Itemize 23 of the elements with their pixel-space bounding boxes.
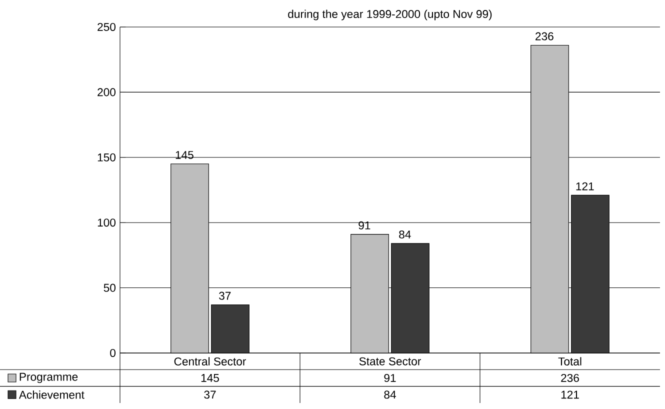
y-tick-label: 0 (110, 348, 116, 357)
y-tick-label: 100 (98, 218, 116, 227)
data-label: 121 (561, 390, 579, 399)
x-tick-label: State Sector (359, 357, 421, 366)
text: 121 (576, 182, 594, 190)
text: 91 (358, 221, 370, 230)
text: 84 (399, 230, 411, 239)
y-tick-label: 50 (104, 284, 116, 292)
y-tick-label: 250 (98, 22, 116, 31)
text: 236 (536, 32, 554, 40)
legend-label: Achievement (18, 390, 84, 399)
data-label: 145 (201, 374, 219, 382)
y-tick-label: 200 (98, 88, 116, 96)
legend-label: Programme (20, 372, 78, 384)
chart-title: during the year 1999-2000 (upto Nov 99) (288, 10, 492, 20)
y-tick-label: 150 (98, 153, 116, 162)
text: 37 (219, 292, 231, 300)
data-label: 236 (561, 374, 579, 382)
data-label: 37 (204, 390, 216, 399)
x-tick-label: Total (558, 357, 582, 366)
data-label: 84 (384, 390, 396, 399)
x-tick-label: Central Sector (174, 357, 246, 366)
data-label: 91 (384, 374, 396, 382)
